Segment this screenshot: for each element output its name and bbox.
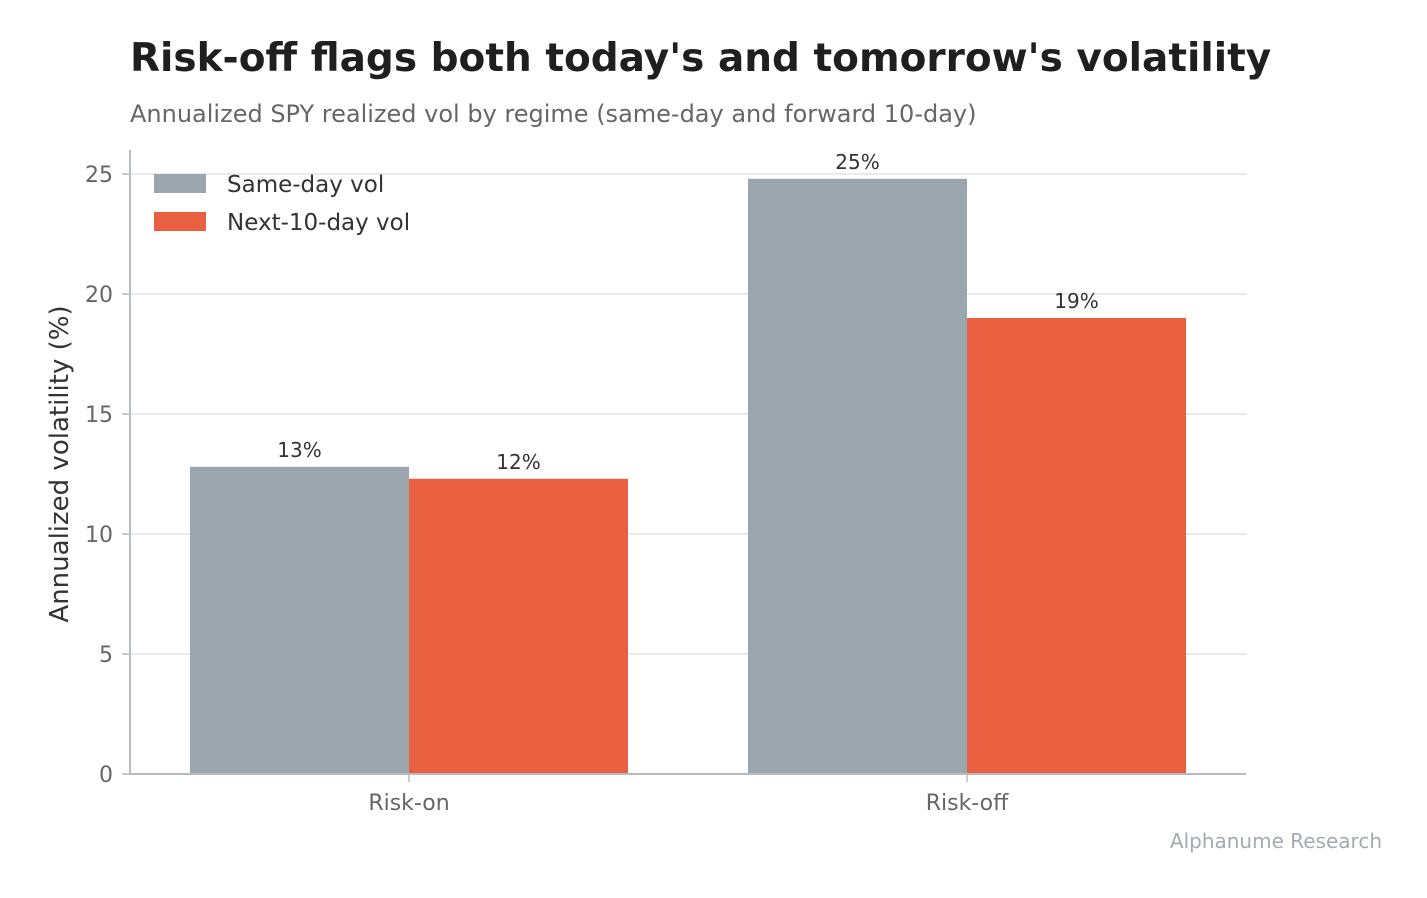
bars — [190, 178, 1186, 775]
chart-subtitle: Annualized SPY realized vol by regime (s… — [130, 100, 977, 128]
data-label: 12% — [496, 450, 540, 474]
data-labels: 13% 12% 25% 19% — [277, 150, 1098, 474]
x-tick-label: Risk-off — [926, 791, 1009, 816]
chart-title: Risk-off flags both today's and tomorrow… — [130, 36, 1272, 81]
legend-label: Next-10-day vol — [227, 210, 410, 236]
legend-swatch — [154, 212, 206, 231]
y-tick-labels: 0 5 10 15 20 25 — [85, 163, 113, 788]
data-label: 25% — [835, 150, 879, 174]
source-note: Alphanume Research — [1169, 829, 1382, 853]
y-tick-label: 20 — [85, 283, 113, 308]
data-label: 19% — [1054, 289, 1098, 313]
bar — [190, 466, 409, 774]
bar — [967, 318, 1186, 774]
y-tick-label: 0 — [99, 763, 113, 788]
legend: Same-day vol Next-10-day vol — [154, 172, 410, 236]
y-axis-title: Annualized volatility (%) — [45, 305, 75, 622]
legend-swatch — [154, 174, 206, 193]
y-tick-label: 15 — [85, 403, 113, 428]
y-tick-label: 10 — [85, 523, 113, 548]
axes — [129, 150, 1246, 775]
legend-label: Same-day vol — [227, 172, 384, 198]
bar — [748, 178, 967, 775]
x-tick-label: Risk-on — [368, 791, 449, 816]
x-tick-labels: Risk-on Risk-off — [368, 774, 1009, 816]
y-tick-label: 25 — [85, 163, 113, 188]
y-tick-label: 5 — [99, 643, 113, 668]
bar — [409, 478, 628, 774]
data-label: 13% — [277, 438, 321, 462]
